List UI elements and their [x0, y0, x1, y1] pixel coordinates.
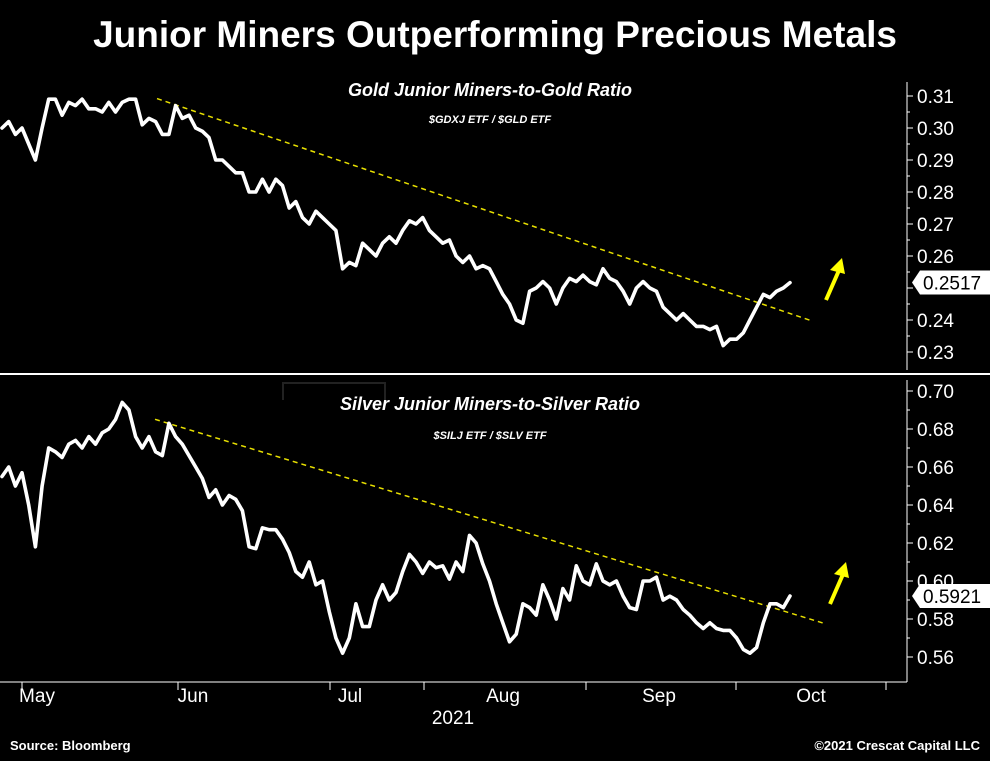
top-y-tick-label: 0.24: [917, 311, 954, 332]
bottom-ratio-line: [0, 400, 792, 655]
bottom-y-tick-label: 0.56: [917, 648, 954, 669]
top-y-tick-label: 0.31: [917, 87, 954, 108]
top-y-tick-label: 0.27: [917, 215, 954, 236]
top-arrow-shaft: [824, 267, 842, 301]
bottom-y-tick-label: 0.68: [917, 420, 954, 441]
bottom-y-tick-label: 0.64: [917, 496, 954, 517]
bottom-y-tick-label: 0.66: [917, 458, 954, 479]
x-month-label: Jun: [178, 686, 209, 707]
x-month-label: Oct: [796, 686, 826, 707]
bottom-last-value-label: 0.5921: [923, 587, 981, 608]
top-y-tick-label: 0.29: [917, 151, 954, 172]
bottom-y-tick-label: 0.62: [917, 534, 954, 555]
top-y-tick-label: 0.26: [917, 247, 954, 268]
top-panel-subtitle: $GDXJ ETF / $GLD ETF: [428, 114, 552, 126]
top-panel-title: Gold Junior Miners-to-Gold Ratio: [348, 80, 632, 100]
bottom-trendline: [154, 418, 827, 625]
copyright-label: ©2021 Crescat Capital LLC: [814, 738, 980, 753]
bottom-panel-subtitle: $SILJ ETF / $SLV ETF: [433, 430, 547, 442]
x-month-label: May: [19, 686, 55, 707]
top-y-tick-label: 0.28: [917, 183, 954, 204]
bottom-y-tick-label: 0.70: [917, 382, 954, 403]
top-last-value-label: 0.2517: [923, 274, 981, 295]
bottom-arrow-head: [834, 562, 849, 578]
bottom-arrow-shaft: [828, 571, 846, 605]
source-label: Source: Bloomberg: [10, 738, 131, 753]
bottom-panel-title: Silver Junior Miners-to-Silver Ratio: [339, 394, 641, 414]
x-month-label: Aug: [486, 686, 520, 707]
bottom-last-value-box: [912, 584, 990, 609]
top-y-tick-label: 0.23: [917, 343, 954, 364]
x-month-label: Jul: [338, 686, 362, 707]
bottom-y-tick-label: 0.58: [917, 610, 954, 631]
top-y-tick-label: 0.30: [917, 119, 954, 140]
top-arrow-head: [830, 258, 845, 274]
x-year-label: 2021: [432, 708, 474, 729]
x-month-label: Sep: [642, 686, 676, 707]
top-ratio-line: [0, 97, 792, 348]
panel-title-frame: [282, 382, 386, 400]
chart-title: Junior Miners Outperforming Precious Met…: [93, 14, 897, 55]
top-trendline: [156, 97, 813, 322]
top-last-value-box: [912, 270, 990, 295]
